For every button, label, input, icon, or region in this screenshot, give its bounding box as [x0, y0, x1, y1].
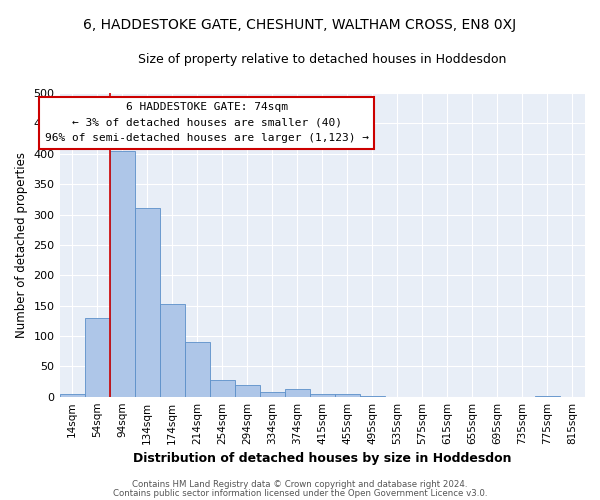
Bar	[59, 394, 85, 396]
Y-axis label: Number of detached properties: Number of detached properties	[15, 152, 28, 338]
Text: Contains HM Land Registry data © Crown copyright and database right 2024.: Contains HM Land Registry data © Crown c…	[132, 480, 468, 489]
Bar	[110, 150, 134, 396]
Bar	[160, 304, 185, 396]
Bar	[260, 392, 285, 396]
Title: Size of property relative to detached houses in Hoddesdon: Size of property relative to detached ho…	[138, 52, 506, 66]
Text: Contains public sector information licensed under the Open Government Licence v3: Contains public sector information licen…	[113, 488, 487, 498]
Bar	[310, 394, 335, 396]
Text: 6, HADDESTOKE GATE, CHESHUNT, WALTHAM CROSS, EN8 0XJ: 6, HADDESTOKE GATE, CHESHUNT, WALTHAM CR…	[83, 18, 517, 32]
Bar	[85, 318, 110, 396]
Text: 6 HADDESTOKE GATE: 74sqm
← 3% of detached houses are smaller (40)
96% of semi-de: 6 HADDESTOKE GATE: 74sqm ← 3% of detache…	[44, 102, 368, 144]
Bar	[209, 380, 235, 396]
Bar	[335, 394, 360, 396]
Bar	[235, 384, 260, 396]
Bar	[134, 208, 160, 396]
Bar	[185, 342, 209, 396]
Bar	[285, 390, 310, 396]
X-axis label: Distribution of detached houses by size in Hoddesdon: Distribution of detached houses by size …	[133, 452, 512, 465]
